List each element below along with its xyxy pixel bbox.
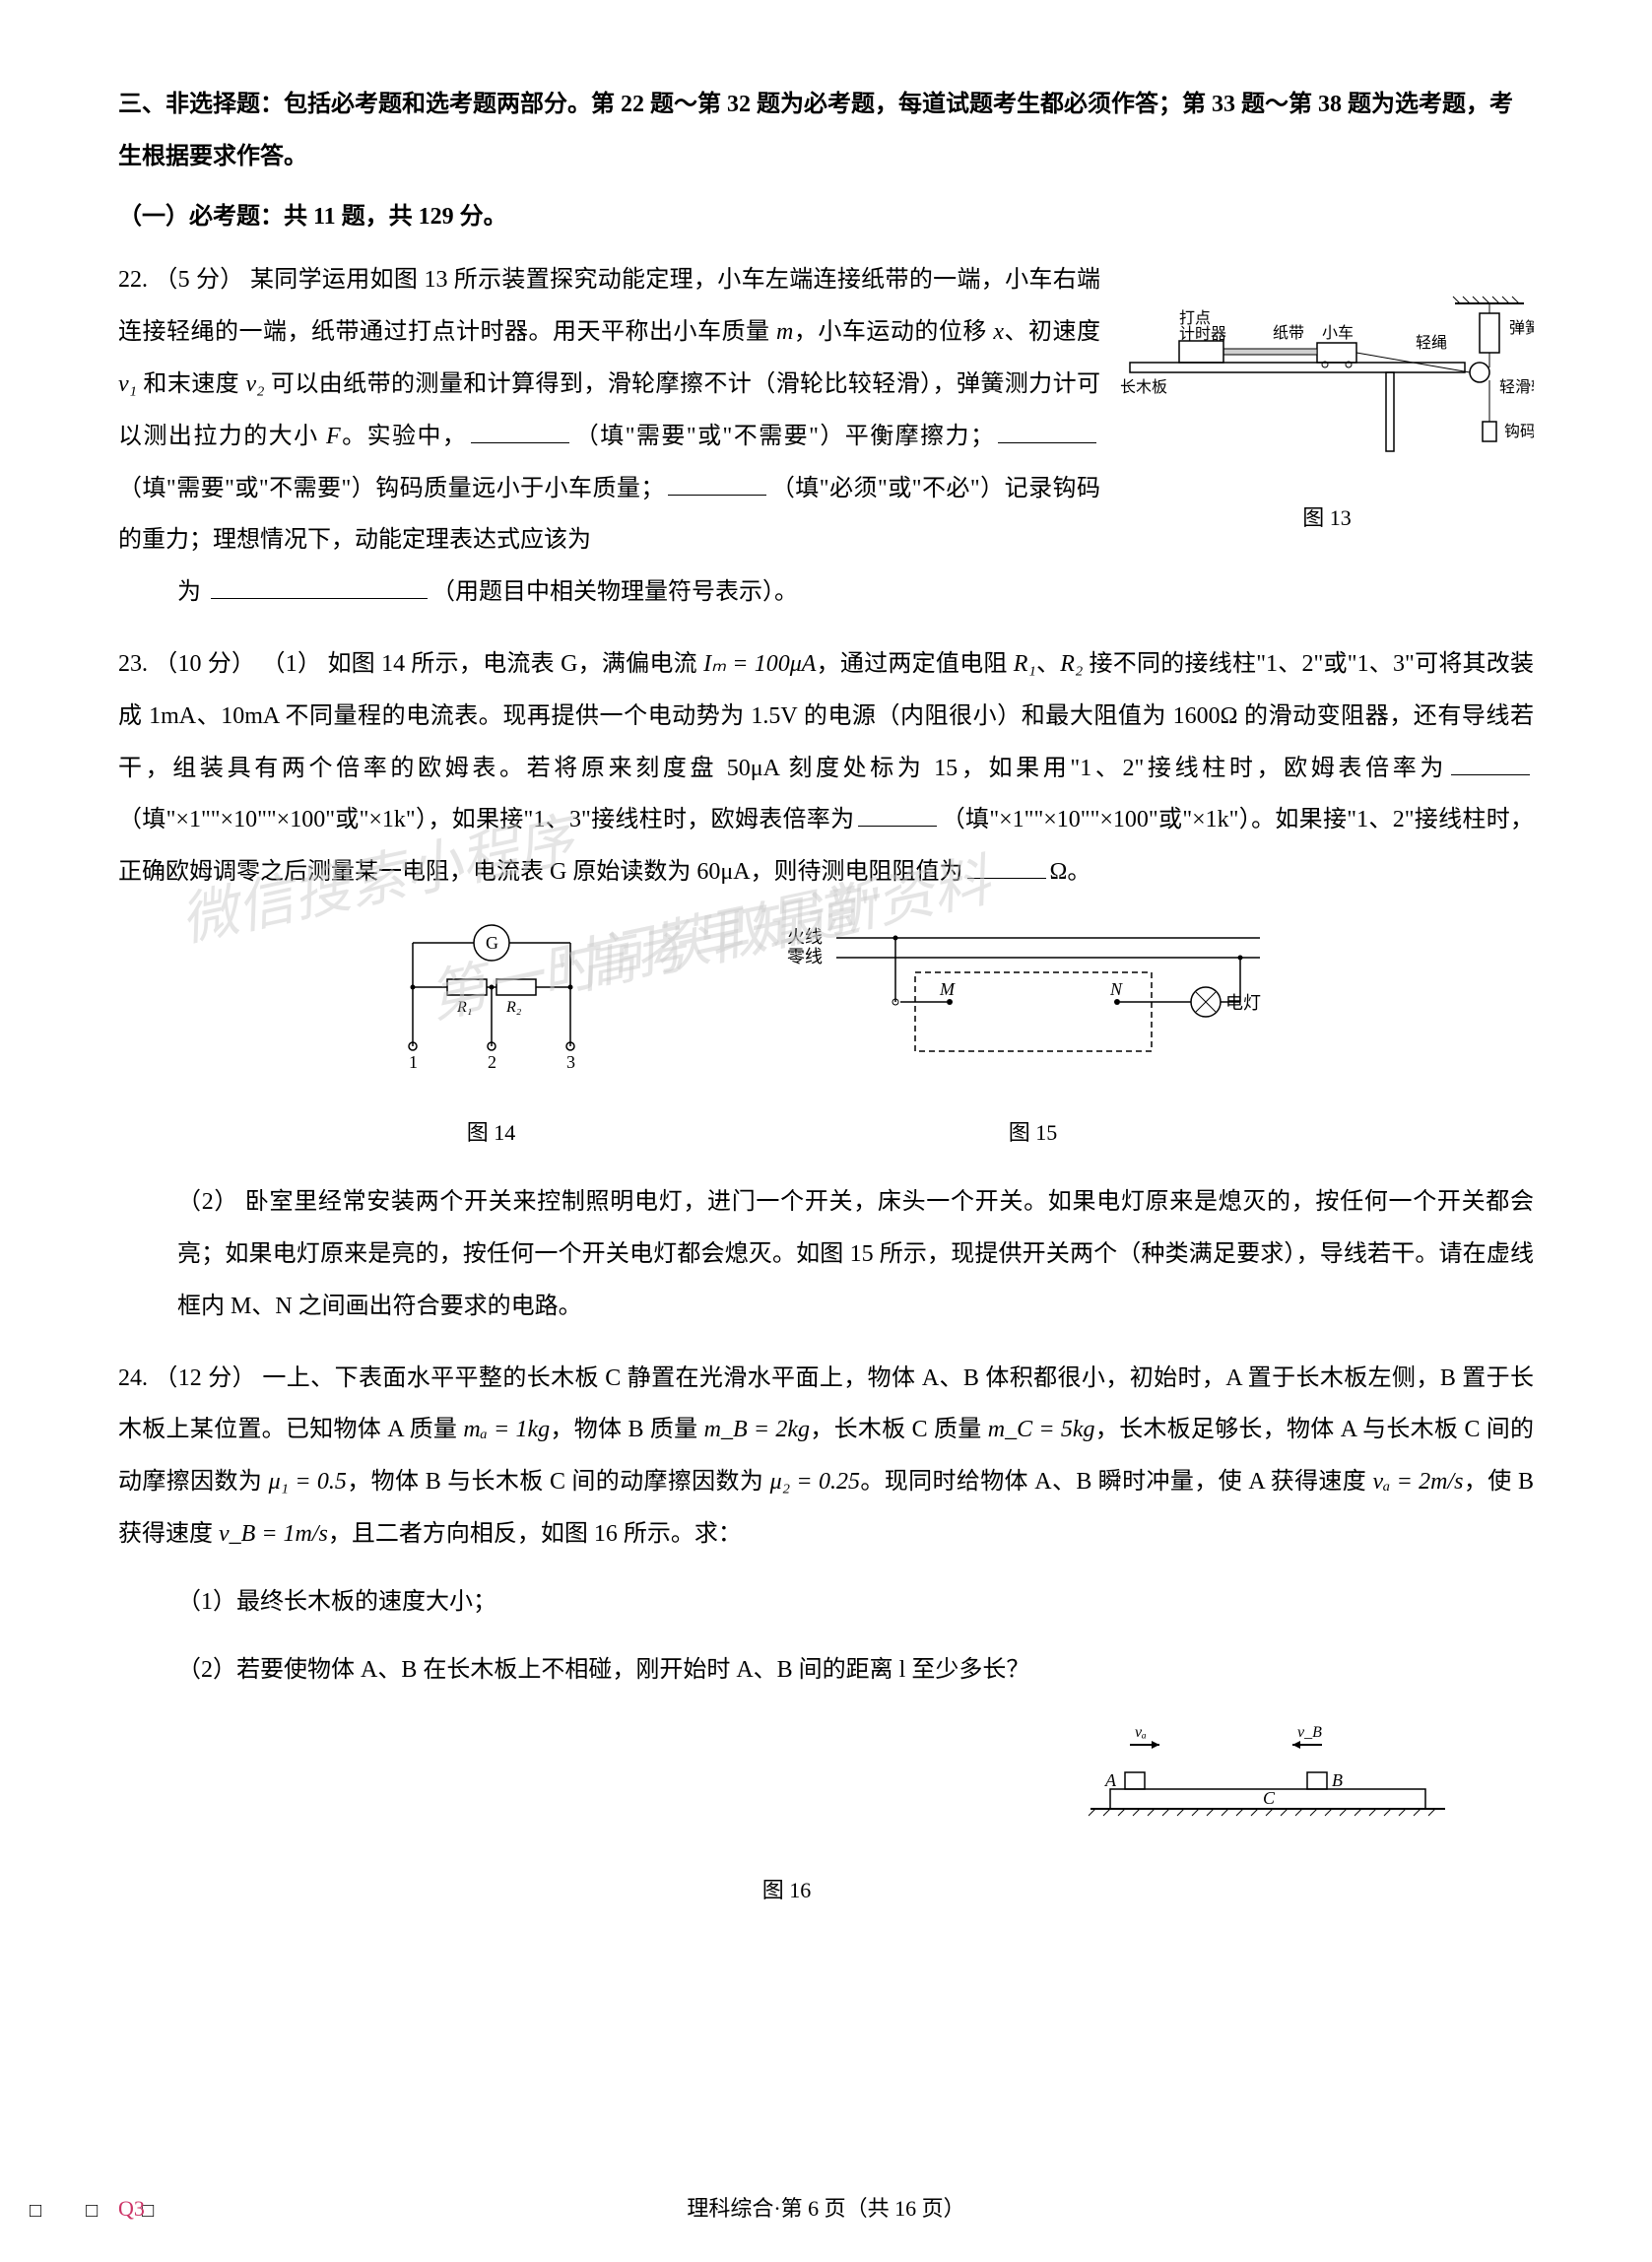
q22-blank-2 (998, 415, 1096, 443)
svg-text:N: N (1109, 979, 1123, 999)
q24-number: 24. (118, 1365, 148, 1391)
q24-var-mc: m_C = 5kg (988, 1417, 1095, 1442)
svg-text:G: G (486, 933, 498, 953)
section-3-sub-heading: （一）必考题：共 11 题，共 129 分。 (118, 191, 1534, 243)
q22-text-7: 平衡摩擦力； (845, 424, 994, 449)
q24-var-mu1: μ₁ = 0.5 (269, 1469, 347, 1495)
svg-text:火线: 火线 (787, 927, 823, 947)
q23-blank-2 (858, 799, 937, 828)
q23-var-r1: R₁ (1014, 651, 1036, 677)
svg-text:钩码: 钩码 (1504, 423, 1534, 440)
q23-p1-label: （1） (261, 651, 321, 677)
q24-sub2: （2）若要使物体 A、B 在长木板上不相碰，刚开始时 A、B 间的距离 l 至少… (118, 1644, 1534, 1696)
section-3-heading: 三、非选择题：包括必考题和选考题两部分。第 22 题～第 32 题为必考题，每道… (118, 79, 1534, 183)
q24-var-vb: v_B = 1m/s (219, 1521, 328, 1547)
q22-hint-2: （填"需要"或"不需要"） (118, 476, 375, 501)
figure-13: 弹簧测力计 轻滑轮 轻绳 钩码 长木板 小车 纸带 (1120, 294, 1534, 542)
svg-text:M: M (939, 979, 956, 999)
q24-points: （12 分） (154, 1365, 256, 1391)
svg-text:vₐ: vₐ (1135, 1724, 1147, 1741)
q23-p1-text-2: ，通过两定值电阻 (816, 651, 1013, 677)
footer-page: 理科综合·第 6 页（共 16 页） (0, 2185, 1652, 2232)
q23-number: 23. (118, 651, 148, 677)
svg-text:打点: 打点 (1179, 309, 1211, 327)
svg-text:A: A (1104, 1770, 1117, 1790)
q23-p1-hint-1: （填"×1""×10""×100"或"×1k"） (118, 807, 428, 832)
svg-text:R₂: R₂ (505, 999, 522, 1016)
q24-text-2: ，物体 B 质量 (550, 1417, 703, 1442)
svg-text:轻绳: 轻绳 (1416, 334, 1447, 352)
question-23: 23. （10 分） （1） 如图 14 所示，电流表 G，满偏电流 Iₘ = … (118, 638, 1534, 1333)
q22-var-x: x (993, 319, 1004, 345)
q23-blank-1 (1451, 747, 1530, 775)
figure-16: C A vₐ B v_B 图 16 (118, 1715, 1534, 1914)
q22-hint-4: （用题目中相关物理量符号表示）。 (431, 579, 798, 605)
q22-var-f: F (326, 424, 341, 449)
svg-text:小车: 小车 (1322, 324, 1354, 342)
q24-text-5: ，物体 B 与长木板 C 间的动摩擦因数为 (347, 1469, 770, 1495)
q22-blank-3 (668, 467, 766, 496)
q23-p1-text-1: 如图 14 所示，电流表 G，满偏电流 (327, 651, 703, 677)
figure-15: 火线 零线 M N (787, 918, 1280, 1157)
question-22: 弹簧测力计 轻滑轮 轻绳 钩码 长木板 小车 纸带 (118, 254, 1534, 619)
svg-text:2: 2 (488, 1052, 496, 1072)
svg-text:B: B (1332, 1770, 1343, 1790)
figure-14: G R₁ R₂ 1 2 (373, 918, 610, 1157)
figure-14-caption: 图 14 (373, 1109, 610, 1157)
q22-text-2: ，小车运动的位移 (793, 319, 993, 345)
svg-text:C: C (1263, 1788, 1276, 1808)
q22-text-6: 。实验中， (341, 424, 468, 449)
svg-text:1: 1 (409, 1052, 418, 1072)
svg-text:计时器: 计时器 (1179, 325, 1226, 343)
q22-var-v2: v₂ (246, 371, 265, 397)
q23-blank-3 (967, 850, 1046, 879)
q22-blank-4 (211, 570, 428, 599)
q22-blank-1 (471, 415, 569, 443)
q23-points: （10 分） (154, 651, 255, 677)
svg-text:轻滑轮: 轻滑轮 (1499, 378, 1534, 396)
q23-var-r2: R₂ (1060, 651, 1083, 677)
figure-16-caption: 图 16 (118, 1867, 1455, 1914)
q22-text-8: 钩码质量远小于小车质量； (375, 476, 664, 501)
figure-13-caption: 图 13 (1120, 495, 1534, 542)
svg-text:长木板: 长木板 (1120, 378, 1167, 396)
q24-sub1: （1）最终长木板的速度大小； (118, 1576, 1534, 1629)
q23-p1-text-3: 、 (1036, 651, 1060, 677)
q23-var-ig: Iₘ = 100μA (703, 651, 816, 677)
q24-var-mb: m_B = 2kg (704, 1417, 810, 1442)
q22-text-3: 、初速度 (1004, 319, 1100, 345)
q23-p1-hint-2: （填"×1""×10""×100"或"×1k"） (941, 807, 1251, 832)
svg-text:弹簧测力计: 弹簧测力计 (1509, 318, 1534, 337)
q22-hint-1: （填"需要"或"不需要"） (573, 424, 844, 449)
q22-var-v1: v₁ (118, 371, 137, 397)
svg-text:纸带: 纸带 (1273, 324, 1304, 342)
q23-p2-label: （2） (177, 1189, 238, 1215)
q22-number: 22. (118, 267, 148, 293)
q24-var-ma: mₐ = 1kg (463, 1417, 550, 1442)
q22-hint-3: （填"必须"或"不必"） (770, 476, 1004, 501)
question-24: 24. （12 分） 一上、下表面水平平整的长木板 C 静置在光滑水平面上，物体… (118, 1353, 1534, 1915)
q24-var-mu2: μ₂ = 0.25 (770, 1469, 860, 1495)
svg-text:R₁: R₁ (456, 999, 472, 1016)
q23-p1-text-5: ，如果接"1、3"接线柱时，欧姆表倍率为 (428, 807, 854, 832)
q22-text-4: 和末速度 (137, 371, 246, 397)
q24-var-va: vₐ = 2m/s (1373, 1469, 1464, 1495)
q23-p1-unit: Ω。 (1050, 859, 1091, 885)
svg-text:零线: 零线 (787, 947, 823, 966)
figure-15-caption: 图 15 (787, 1109, 1280, 1157)
svg-text:3: 3 (566, 1052, 575, 1072)
q24-text-3: ，长木板 C 质量 (810, 1417, 988, 1442)
svg-text:v_B: v_B (1297, 1724, 1322, 1741)
svg-text:电灯: 电灯 (1225, 993, 1261, 1013)
q24-text-8: ，且二者方向相反，如图 16 所示。求： (328, 1521, 742, 1547)
q23-p2-text: 卧室里经常安装两个开关来控制照明电灯，进门一个开关，床头一个开关。如果电灯原来是… (177, 1189, 1534, 1319)
q22-points: （5 分） (154, 267, 243, 293)
q24-text-6: 。现同时给物体 A、B 瞬时冲量，使 A 获得速度 (860, 1469, 1373, 1495)
q22-var-m: m (776, 319, 793, 345)
